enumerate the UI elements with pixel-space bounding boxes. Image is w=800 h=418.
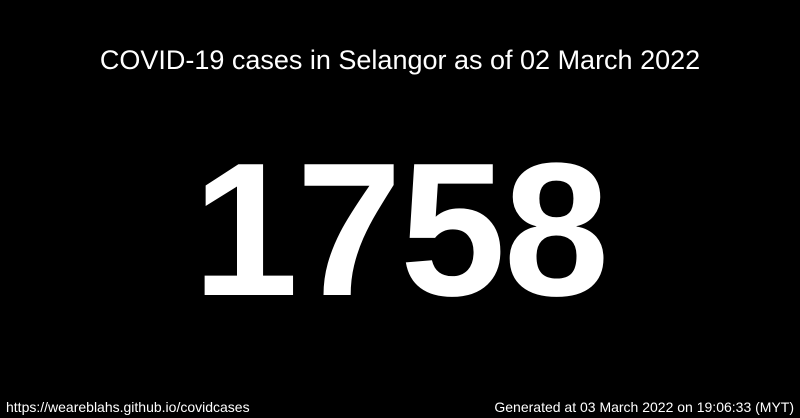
case-count: 1758	[192, 124, 610, 336]
page-title: COVID-19 cases in Selangor as of 02 Marc…	[99, 45, 701, 75]
source-url: https://weareblahs.github.io/covidcases	[6, 399, 250, 415]
generated-timestamp: Generated at 03 March 2022 on 19:06:33 (…	[494, 399, 794, 415]
